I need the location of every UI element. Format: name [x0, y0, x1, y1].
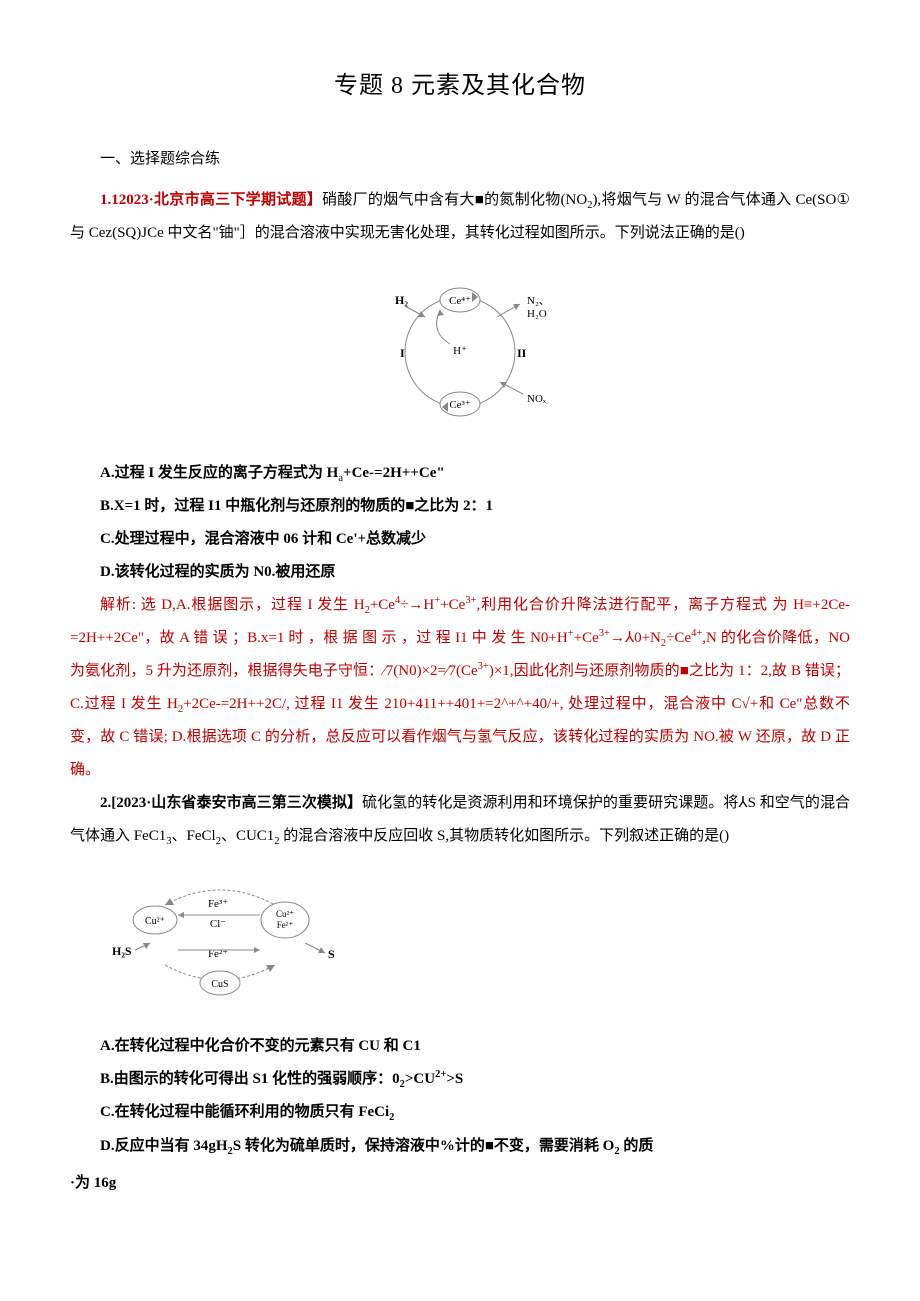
- q1-ana-sup7: 3+: [478, 661, 489, 672]
- d1-ce4: Ce⁴⁺: [449, 295, 471, 307]
- d1-nox: NOₓ: [527, 393, 547, 405]
- page-title: 专题 8 元素及其化合物: [70, 60, 850, 113]
- q2-text-4: 的混合溶液中反应回收 S,其物质转化如图所示。下列叙述正确的是(): [280, 828, 730, 844]
- q1-ana-4: +Ce: [440, 597, 465, 613]
- q2-optD: D.反应中当有 34gH2S 转化为硫单质时，保持溶液中%计的■不变，需要消耗 …: [70, 1130, 850, 1163]
- q1-ana-sup6: 4+: [691, 628, 702, 639]
- q2-optB-1: B.由图示的转化可得出 S1 化性的强弱顺序：0: [100, 1071, 400, 1087]
- q2-diagram: Cu²⁺ Cu²⁺ Fe²⁺ CuS Fe³⁺ Cl⁻ Fe²⁺ H₂S S: [110, 865, 850, 1018]
- q1-ana-11: +2Ce-=2H++2C/, 过程 I1 发生 210+411++401+=2^…: [70, 696, 850, 778]
- q1-optA: A.过程 I 发生反应的离子方程式为 Ha+Ce-=2H++Ce": [70, 457, 850, 490]
- q1-ana-label: 解析: 选 D,A.: [100, 597, 190, 613]
- d2-cu2fe2-b: Fe²⁺: [277, 920, 294, 930]
- q1-analysis: 解析: 选 D,A.根据图示，过程 I 发生 H2+Ce4÷→H++Ce3+,利…: [70, 589, 850, 787]
- q2-optC: C.在转化过程中能循环利用的物质只有 FeCi2: [70, 1096, 850, 1129]
- section-header: 一、选择题综合练: [70, 143, 850, 176]
- q2-stem: 2.[2023·山东省泰安市高三第三次模拟】硫化氢的转化是资源利用和环境保护的重…: [70, 787, 850, 853]
- q2-optD-1: D.反应中当有 34gH: [100, 1138, 228, 1154]
- d2-cu2: Cu²⁺: [145, 916, 165, 927]
- q2-optB: B.由图示的转化可得出 S1 化性的强弱顺序：02>CU2+>S: [70, 1063, 850, 1096]
- q2-optC-sub1: 2: [389, 1112, 394, 1123]
- q1-ana-7: →⅄0+N: [610, 630, 661, 646]
- q2-optC-1: C.在转化过程中能循环利用的物质只有 FeCi: [100, 1104, 389, 1120]
- q1-diagram: Ce⁴⁺ Ce³⁺ H⁺ H₂ I II N₂、 H₂O NOₓ: [70, 262, 850, 445]
- q1-label: 1.12023·北京市高三下学期试题】: [100, 192, 322, 208]
- q1-ana-sup5: 3+: [599, 628, 610, 639]
- q2-optD-2: S 转化为硫单质时，保持溶液中%计的■不变，需要消耗 O: [233, 1138, 615, 1154]
- q1-stem: 1.12023·北京市高三下学期试题】硝酸厂的烟气中含有大■的氮制化物(NO2)…: [70, 184, 850, 250]
- q1-optD: D.该转化过程的实质为 N0.被用还原: [70, 556, 850, 589]
- q2-optA: A.在转化过程中化合价不变的元素只有 CU 和 C1: [70, 1030, 850, 1063]
- d1-n2: N₂、: [527, 295, 550, 307]
- d2-s: S: [328, 947, 335, 961]
- q2-label: 2.[2023·山东省泰安市高三第三次模拟】: [100, 795, 362, 811]
- q1-ana-1: 根据图示，过程 I 发生 H: [190, 597, 364, 613]
- q2-optD-3: 的质: [620, 1138, 654, 1154]
- d2-cus: CuS: [211, 979, 228, 990]
- q2-text-2: 、FeCl: [172, 828, 216, 844]
- q2-optB-2: >CU: [405, 1071, 435, 1087]
- q1-text-1: 硝酸厂的烟气中含有大■的氮制化物(NO: [322, 192, 587, 208]
- q2-optB-sup1: 2+: [435, 1069, 446, 1080]
- q1-ana-8: ÷Ce: [666, 630, 691, 646]
- d1-h2o: H₂O: [527, 308, 547, 320]
- q1-optC: C.处理过程中，混合溶液中 06 计和 Ce'+总数减少: [70, 523, 850, 556]
- d1-I: I: [400, 346, 405, 360]
- d2-fe3: Fe³⁺: [208, 898, 228, 910]
- q1-optA-tail: +Ce-=2H++Ce": [343, 465, 445, 481]
- d1-hplus: H⁺: [453, 345, 467, 357]
- d2-cl: Cl⁻: [210, 918, 226, 930]
- q1-ana-6: +Ce: [574, 630, 599, 646]
- q1-optA-head: A.过程 I 发生反应的离子方程式为 H: [100, 465, 338, 481]
- d1-II: II: [517, 346, 527, 360]
- d2-h2s: H₂S: [112, 944, 132, 958]
- q2-optB-3: >S: [446, 1071, 463, 1087]
- q1-ana-sup3: 3+: [465, 595, 476, 606]
- d1-h2: H₂: [395, 293, 408, 307]
- q2-footer: ·为 16g: [70, 1167, 850, 1200]
- d2-cu2fe2-a: Cu²⁺: [276, 909, 294, 919]
- d1-ce3: Ce³⁺: [449, 399, 471, 411]
- q1-ana-3: ÷→H: [400, 597, 434, 613]
- q1-optB: B.X=1 时，过程 I1 中瓶化剂与还原剂的物质的■之比为 2：1: [70, 490, 850, 523]
- q1-ana-2: +Ce: [370, 597, 395, 613]
- q2-text-3: 、CUC1: [221, 828, 274, 844]
